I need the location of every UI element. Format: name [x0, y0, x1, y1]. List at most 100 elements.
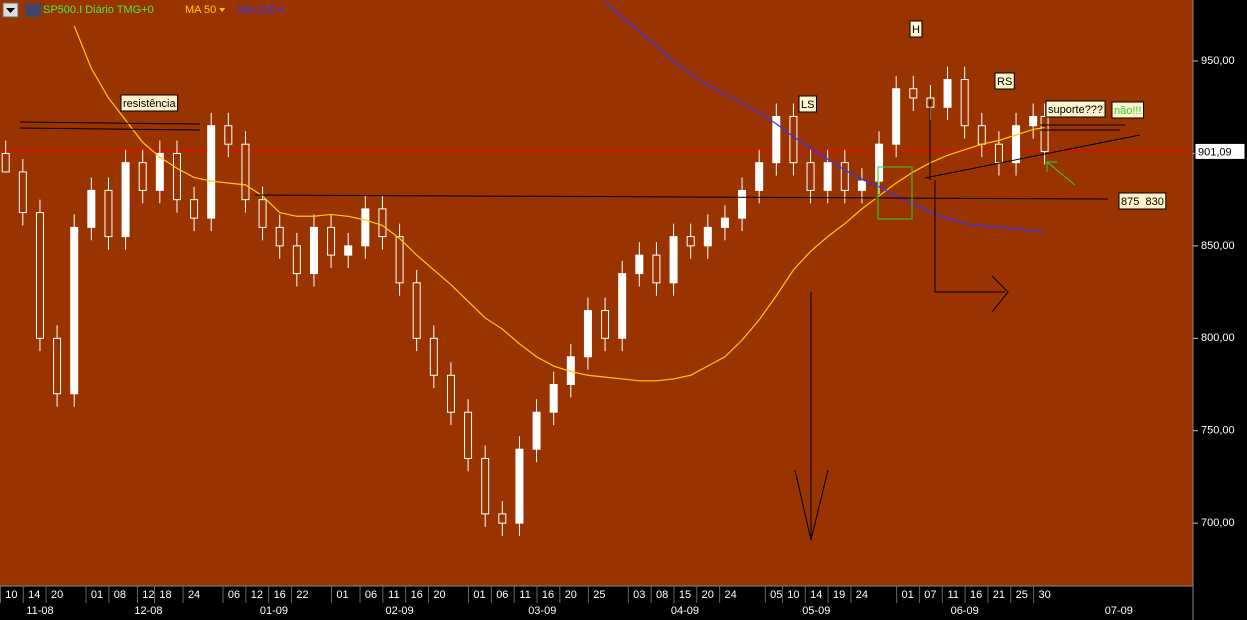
y-tick-label: 700,00: [1201, 517, 1235, 529]
candle-body: [121, 162, 130, 238]
candle-body: [241, 143, 250, 201]
candle-body: [70, 226, 79, 395]
candle-body: [327, 226, 336, 256]
month-label: 01-09: [260, 605, 288, 617]
trend-line: [254, 194, 1109, 200]
candle-body: [823, 162, 832, 191]
x-tick-label: 20: [565, 589, 577, 601]
candle-body: [994, 143, 1003, 164]
candle-body: [258, 199, 267, 228]
annotation-box: [1111, 101, 1145, 119]
candle-body: [35, 212, 44, 339]
x-tick-label: 03: [633, 589, 645, 601]
candle-body: [738, 189, 747, 219]
x-tick-label: 15: [679, 589, 691, 601]
candle-body: [429, 337, 438, 376]
x-tick-label: 25: [593, 589, 605, 601]
candle-body: [875, 143, 884, 182]
candle-body: [909, 88, 918, 99]
chart-title: SP500.I Diário TMG+0: [43, 4, 154, 16]
annotation: 875 830: [1121, 196, 1164, 208]
x-tick-label: 08: [656, 589, 668, 601]
symbol-icon: [25, 3, 41, 17]
candle-body: [686, 236, 695, 247]
candle-body: [840, 162, 849, 191]
annotation: H: [912, 24, 920, 36]
x-tick-label: 01: [901, 589, 913, 601]
month-label: 06-09: [951, 605, 979, 617]
candle-body: [498, 513, 507, 524]
x-tick-label: 20: [433, 589, 445, 601]
x-tick-label: 08: [114, 589, 126, 601]
month-label: 03-09: [528, 605, 556, 617]
month-label: 02-09: [385, 605, 413, 617]
candle-body: [275, 226, 284, 247]
x-tick-label: 14: [810, 589, 822, 601]
candle-body: [720, 217, 729, 228]
legend-label: MA 50: [185, 4, 216, 16]
candle-body: [772, 115, 781, 164]
candle-body: [207, 125, 216, 219]
annotation: RS: [997, 76, 1012, 88]
x-tick-label: 11: [388, 589, 399, 601]
candle-body: [18, 171, 27, 214]
candle-body: [464, 411, 473, 459]
x-tick-label: 16: [970, 589, 982, 601]
candle-body: [87, 189, 96, 228]
candle-body: [395, 236, 404, 284]
x-tick-label: 16: [274, 589, 286, 601]
candle-body: [515, 448, 524, 524]
candle-body: [155, 152, 164, 191]
candle-body: [412, 282, 421, 339]
candle-body: [1040, 115, 1049, 152]
annotation-box: [1045, 100, 1106, 118]
annotation-box: [994, 72, 1015, 90]
candle-body: [635, 254, 644, 275]
x-axis-panel: [0, 586, 1193, 620]
annotation: não!!!: [1114, 105, 1142, 117]
candle-body: [532, 411, 541, 450]
arrow-head: [991, 275, 1009, 313]
trend-line: [19, 127, 201, 131]
arrow-head: [1046, 161, 1057, 172]
annotation-box: [798, 95, 817, 113]
candle-body: [806, 162, 815, 191]
x-tick-label: 11: [519, 589, 530, 601]
candle-body: [190, 199, 199, 219]
x-tick-label: 01: [473, 589, 485, 601]
x-tick-label: 06: [365, 589, 377, 601]
candle-body: [1029, 115, 1038, 127]
legend-label: MA 200: [238, 4, 275, 16]
neckline: [924, 134, 1141, 179]
candle-body: [789, 115, 798, 164]
candle-body: [943, 78, 952, 108]
x-tick-label: 01: [336, 589, 348, 601]
x-tick-label: 30: [1038, 589, 1050, 601]
annotation: LS: [801, 99, 814, 111]
x-tick-label: 10: [787, 589, 799, 601]
x-tick-label: 19: [833, 589, 845, 601]
menu-icon: [6, 8, 15, 13]
y-tick-label: 850,00: [1201, 240, 1235, 252]
candle-body: [53, 337, 62, 395]
x-tick-label: 20: [702, 589, 714, 601]
candle-body: [583, 310, 592, 358]
candle-body: [292, 245, 301, 275]
arrow-head: [794, 469, 829, 541]
candle-body: [652, 254, 661, 284]
x-tick-label: 24: [856, 589, 868, 601]
x-tick-label: 16: [542, 589, 554, 601]
month-label: 04-09: [671, 605, 699, 617]
candle-body: [703, 226, 712, 247]
month-label: 12-08: [134, 605, 162, 617]
candle-body: [549, 384, 558, 413]
drawings: [19, 100, 1141, 541]
y-tick-label: 750,00: [1201, 425, 1235, 437]
x-tick-label: 11: [948, 589, 959, 601]
candle-body: [104, 189, 113, 238]
legend-dropdown: [278, 8, 285, 12]
y-tick-label: 950,00: [1201, 55, 1235, 67]
candle-body: [138, 162, 147, 191]
